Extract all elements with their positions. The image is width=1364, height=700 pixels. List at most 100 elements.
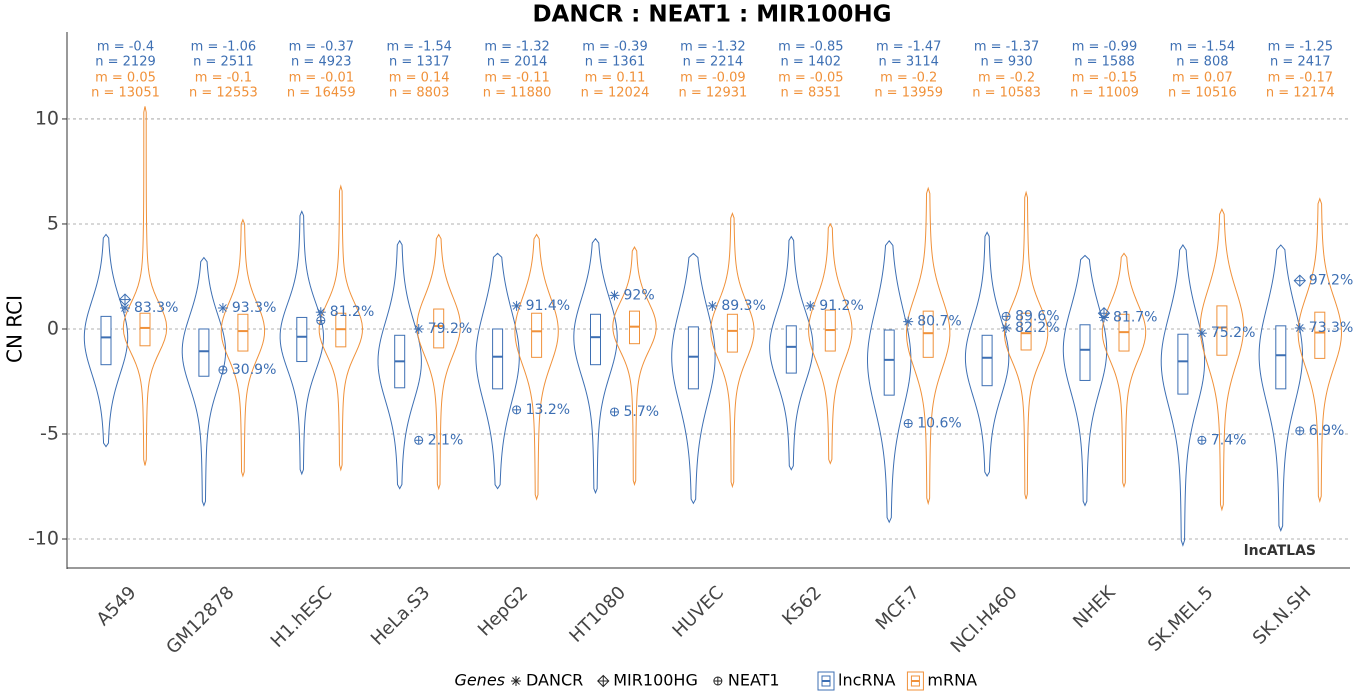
count-label: n = 8803 — [389, 86, 449, 101]
count-label: n = 11880 — [483, 86, 552, 101]
x-tick-label: A549 — [93, 582, 141, 630]
y-tick-label: -10 — [28, 528, 59, 550]
box — [785, 325, 797, 374]
legend-label: lncRNA — [838, 671, 895, 690]
x-tick-label: HUVEC — [669, 582, 728, 641]
gene-percent-label: 80.7% — [917, 314, 961, 330]
gene-percent-label: 83.3% — [134, 300, 178, 316]
median-label: m = 0.14 — [389, 71, 450, 86]
median-label: m = -0.01 — [289, 71, 354, 86]
violin — [906, 186, 951, 506]
box — [1020, 312, 1032, 351]
box — [198, 328, 210, 377]
median-label: m = -1.25 — [1268, 40, 1333, 55]
x-tick-label: MCF.7 — [872, 582, 924, 634]
count-label: n = 4923 — [291, 55, 351, 70]
legend-swatch — [817, 671, 835, 691]
count-label: n = 12174 — [1266, 86, 1335, 101]
gene-marker — [1196, 328, 1207, 339]
gene-marker — [218, 365, 228, 375]
gene-marker — [610, 407, 619, 417]
x-tick-label: H1.hESC — [267, 582, 337, 652]
gene-percent-label: 91.2% — [819, 298, 863, 314]
y-tick-label: 10 — [35, 107, 59, 129]
gene-marker — [903, 418, 913, 428]
median-label: m = 0.11 — [585, 71, 646, 86]
x-tick-label: HepG2 — [474, 582, 532, 640]
gene-percent-label: 91.4% — [526, 298, 570, 314]
chart-title: DANCR : NEAT1 : MIR100HG — [532, 2, 891, 28]
marker-stroke — [806, 301, 815, 310]
median-label: m = -1.32 — [484, 40, 549, 55]
count-label: n = 1361 — [585, 55, 645, 70]
box — [139, 312, 151, 347]
median-label: m = -0.05 — [778, 71, 843, 86]
violin — [1160, 244, 1206, 547]
gene-percent-label: 81.7% — [1113, 309, 1157, 325]
x-tick-label: HT1080 — [565, 582, 630, 647]
x-tick-label: NCI.H460 — [947, 582, 1022, 657]
median-label: m = -1.06 — [191, 40, 256, 55]
swatch-box — [906, 671, 924, 691]
x-tick-label: HeLa.S3 — [367, 582, 434, 649]
violin — [181, 256, 227, 507]
median-label: m = -1.54 — [386, 40, 451, 55]
gene-marker — [315, 307, 326, 318]
count-label: n = 16459 — [287, 86, 356, 101]
median-label: m = -1.47 — [876, 40, 941, 55]
violin — [612, 246, 657, 487]
y-tick-label: -5 — [40, 423, 59, 445]
box — [726, 313, 738, 353]
violin — [867, 239, 912, 524]
gene-percent-label: 2.1% — [428, 432, 464, 448]
gene-marker — [512, 405, 522, 415]
gene-marker — [903, 316, 914, 327]
legend-label: DANCR — [526, 671, 583, 690]
violin — [964, 231, 1010, 478]
median-label: m = -0.2 — [978, 71, 1035, 86]
marker-stroke — [121, 304, 129, 312]
box — [433, 308, 445, 349]
count-label: n = 10583 — [972, 86, 1041, 101]
marker-stroke — [219, 304, 227, 312]
box — [531, 312, 543, 358]
box — [296, 316, 308, 363]
median-label: m = -0.09 — [680, 71, 745, 86]
median-label: m = -0.4 — [97, 40, 154, 55]
gene-marker — [413, 323, 424, 334]
y-axis-label: CN RCI — [3, 295, 27, 363]
legend-symbol — [597, 674, 610, 688]
marker-stroke — [610, 291, 619, 300]
count-label: n = 11009 — [1070, 86, 1139, 101]
gene-marker — [805, 300, 816, 311]
median-label: m = -1.54 — [1170, 40, 1235, 55]
violin — [1297, 197, 1342, 504]
box — [1177, 333, 1189, 395]
gene-percent-label: 82.2% — [1015, 320, 1059, 336]
median-label: m = -0.85 — [778, 40, 843, 55]
count-label: n = 12553 — [189, 86, 258, 101]
legend-swatch — [906, 671, 924, 691]
gene-marker — [511, 300, 522, 311]
box — [981, 334, 993, 387]
marker-stroke — [904, 317, 913, 326]
legend-title: Genes — [454, 671, 505, 690]
marker-stroke — [414, 325, 423, 333]
median-label: m = -0.39 — [582, 40, 647, 55]
marker-stroke — [316, 308, 325, 317]
violin — [416, 233, 461, 491]
legend-symbol — [713, 676, 723, 686]
y-tick-label: 0 — [47, 317, 59, 339]
x-tick-label: NHEK — [1069, 581, 1120, 632]
gene-percent-label: 97.2% — [1309, 273, 1353, 289]
gene-percent-label: 7.4% — [1211, 432, 1247, 448]
count-label: n = 13051 — [91, 86, 160, 101]
violin — [1258, 244, 1304, 532]
count-label: n = 1402 — [781, 55, 841, 70]
count-label: n = 8351 — [781, 86, 841, 101]
gene-marker — [1295, 426, 1305, 436]
gene-percent-label: 5.7% — [624, 404, 660, 420]
gene-marker — [609, 290, 620, 301]
count-label: n = 2014 — [487, 55, 547, 70]
count-label: n = 2417 — [1270, 55, 1330, 70]
